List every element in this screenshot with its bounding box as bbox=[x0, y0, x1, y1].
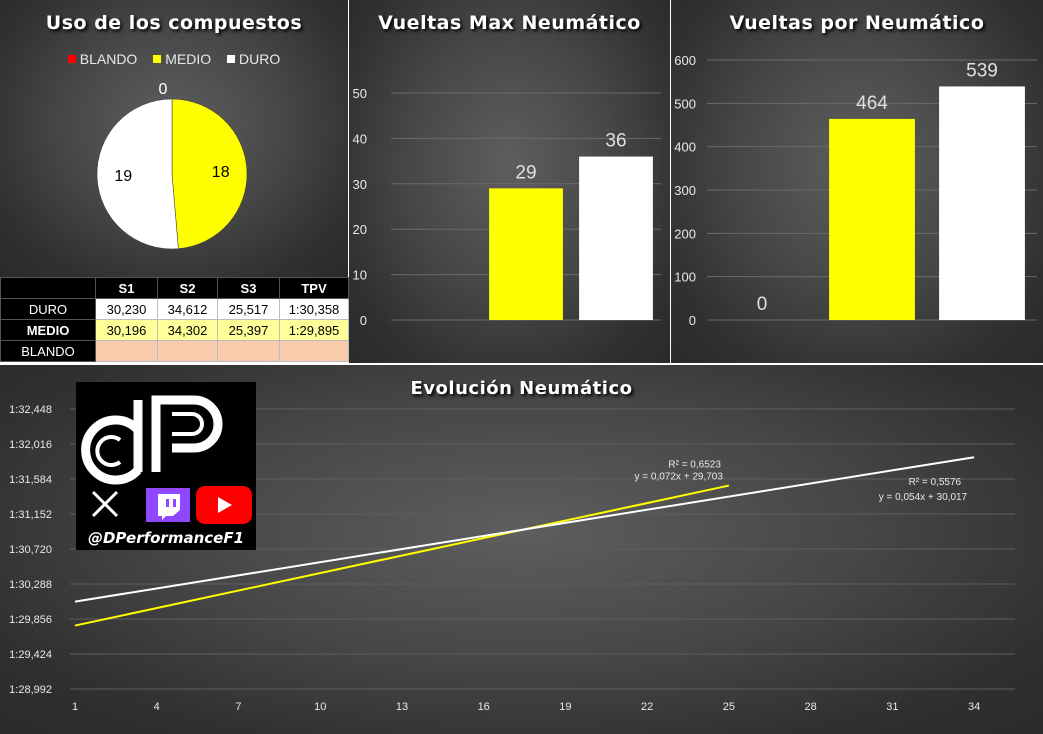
table-row: MEDIO 30,196 34,302 25,397 1:29,895 bbox=[0, 319, 349, 341]
table-cell bbox=[157, 340, 218, 362]
bar-medio bbox=[829, 118, 915, 320]
table-header bbox=[0, 277, 96, 299]
bar-total-title: Vueltas por Neumático bbox=[729, 12, 985, 34]
table-header: TPV bbox=[279, 277, 349, 299]
legend-item-duro: DURO bbox=[227, 51, 280, 67]
y-tick-label: 1:30,288 bbox=[9, 579, 52, 591]
trendline-equation-label: y = 0,072x + 29,703 bbox=[635, 472, 724, 483]
trendline-0 bbox=[74, 484, 730, 627]
bar-max-chart: 0 10 20 30 40 50 29 36 bbox=[353, 86, 661, 328]
table-cell: 34,612 bbox=[157, 298, 218, 320]
bar-duro bbox=[939, 86, 1025, 320]
pie-slice-duro bbox=[96, 98, 179, 250]
pie-chart: 0 18 19 bbox=[96, 81, 248, 250]
y-tick-label: 1:28,992 bbox=[9, 684, 52, 696]
table-cell: 30,196 bbox=[95, 319, 158, 341]
y-tick-label: 300 bbox=[674, 183, 696, 198]
x-tick-label: 10 bbox=[314, 701, 326, 713]
bar-total-panel: Vueltas por Neumático 0 100 200 300 400 500 60… bbox=[671, 0, 1043, 363]
y-tick-label: 0 bbox=[689, 313, 696, 328]
y-tick-label: 1:29,856 bbox=[9, 614, 52, 626]
y-tick-label: 200 bbox=[674, 226, 696, 241]
x-tick-label: 13 bbox=[396, 701, 408, 713]
pie-data-label: 19 bbox=[114, 168, 132, 185]
y-tick-label: 20 bbox=[353, 222, 367, 237]
bar-data-label: 0 bbox=[757, 294, 768, 315]
pie-data-label: 0 bbox=[159, 81, 168, 98]
y-tick-label: 1:29,424 bbox=[9, 649, 52, 661]
bar-total-chart: 0 100 200 300 400 500 600 0 464 539 bbox=[674, 53, 1037, 328]
y-tick-label: 40 bbox=[353, 131, 367, 146]
line-title: Evolución Neumático bbox=[410, 378, 633, 399]
table-cell: 34,302 bbox=[157, 319, 218, 341]
x-tick-label: 19 bbox=[559, 701, 571, 713]
bar-max-panel: Vueltas Max Neumático 0 10 20 30 40 50 29 36 bbox=[349, 0, 670, 363]
y-tick-label: 600 bbox=[674, 53, 696, 68]
table-cell bbox=[217, 340, 280, 362]
y-tick-label: 1:30,720 bbox=[9, 544, 52, 556]
table-cell bbox=[279, 340, 349, 362]
table-cell: 30,230 bbox=[95, 298, 158, 320]
y-tick-label: 10 bbox=[353, 268, 367, 283]
pie-legend: BLANDO MEDIO DURO bbox=[0, 51, 348, 67]
y-tick-label: 1:32,016 bbox=[9, 439, 52, 451]
x-tick-label: 7 bbox=[235, 701, 241, 713]
table-row: BLANDO bbox=[0, 340, 349, 362]
pie-panel: Uso de los compuestos BLANDO MEDIO DURO … bbox=[0, 0, 348, 277]
x-tick-label: 25 bbox=[723, 701, 735, 713]
table-header-row: S1 S2 S3 TPV bbox=[0, 277, 349, 299]
trendline-r2-label: R² = 0,6523 bbox=[668, 460, 721, 471]
trendline-r2-label: R² = 0,5576 bbox=[909, 477, 962, 488]
bar-duro bbox=[579, 156, 653, 320]
legend-item-medio: MEDIO bbox=[153, 51, 211, 67]
x-tick-label: 16 bbox=[478, 701, 490, 713]
legend-item-blando: BLANDO bbox=[67, 51, 137, 67]
trendline-equation-label: y = 0,054x + 30,017 bbox=[879, 492, 968, 503]
y-tick-label: 30 bbox=[353, 177, 367, 192]
table-header: S3 bbox=[217, 277, 280, 299]
x-tick-label: 4 bbox=[154, 701, 160, 713]
y-tick-label: 1:31,584 bbox=[9, 474, 52, 486]
pie-title: Uso de los compuestos bbox=[45, 12, 303, 34]
bar-medio bbox=[489, 188, 563, 320]
table-row: DURO 30,230 34,612 25,517 1:30,358 bbox=[0, 298, 349, 320]
row-label: DURO bbox=[0, 298, 96, 320]
dp-monogram-icon bbox=[81, 395, 223, 485]
x-tick-label: 34 bbox=[968, 701, 980, 713]
youtube-icon bbox=[196, 486, 252, 524]
twitch-icon bbox=[146, 488, 190, 522]
bar-max-title: Vueltas Max Neumático bbox=[378, 12, 641, 34]
bar-data-label: 539 bbox=[966, 60, 998, 81]
y-tick-label: 100 bbox=[674, 270, 696, 285]
table-cell: 25,397 bbox=[217, 319, 280, 341]
row-label: MEDIO bbox=[0, 319, 96, 341]
table-cell: 25,517 bbox=[217, 298, 280, 320]
row-label: BLANDO bbox=[0, 340, 96, 362]
y-tick-label: 500 bbox=[674, 96, 696, 111]
x-icon bbox=[91, 490, 119, 518]
x-tick-label: 31 bbox=[886, 701, 898, 713]
y-tick-label: 400 bbox=[674, 140, 696, 155]
table-cell: 1:30,358 bbox=[279, 298, 349, 320]
y-tick-label: 50 bbox=[353, 86, 367, 101]
y-tick-label: 0 bbox=[360, 313, 367, 328]
trendline-1 bbox=[74, 456, 975, 603]
social-handle: @DPerformanceF1 bbox=[87, 529, 245, 547]
bar-data-label: 29 bbox=[515, 162, 536, 183]
x-tick-label: 1 bbox=[72, 701, 78, 713]
y-tick-label: 1:31,152 bbox=[9, 509, 52, 521]
x-tick-label: 22 bbox=[641, 701, 653, 713]
bar-data-label: 36 bbox=[605, 131, 626, 152]
table-cell bbox=[95, 340, 158, 362]
table-cell: 1:29,895 bbox=[279, 319, 349, 341]
table-header: S2 bbox=[157, 277, 218, 299]
dperformance-logo: @DPerformanceF1 bbox=[76, 382, 256, 550]
y-tick-label: 1:32,448 bbox=[9, 404, 52, 416]
table-header: S1 bbox=[95, 277, 158, 299]
sector-times-table: S1 S2 S3 TPV DURO 30,230 34,612 25,517 1… bbox=[0, 277, 349, 362]
pie-slice-medio bbox=[171, 98, 248, 250]
x-tick-label: 28 bbox=[805, 701, 817, 713]
bar-data-label: 464 bbox=[856, 93, 888, 114]
pie-data-label: 18 bbox=[212, 164, 230, 181]
